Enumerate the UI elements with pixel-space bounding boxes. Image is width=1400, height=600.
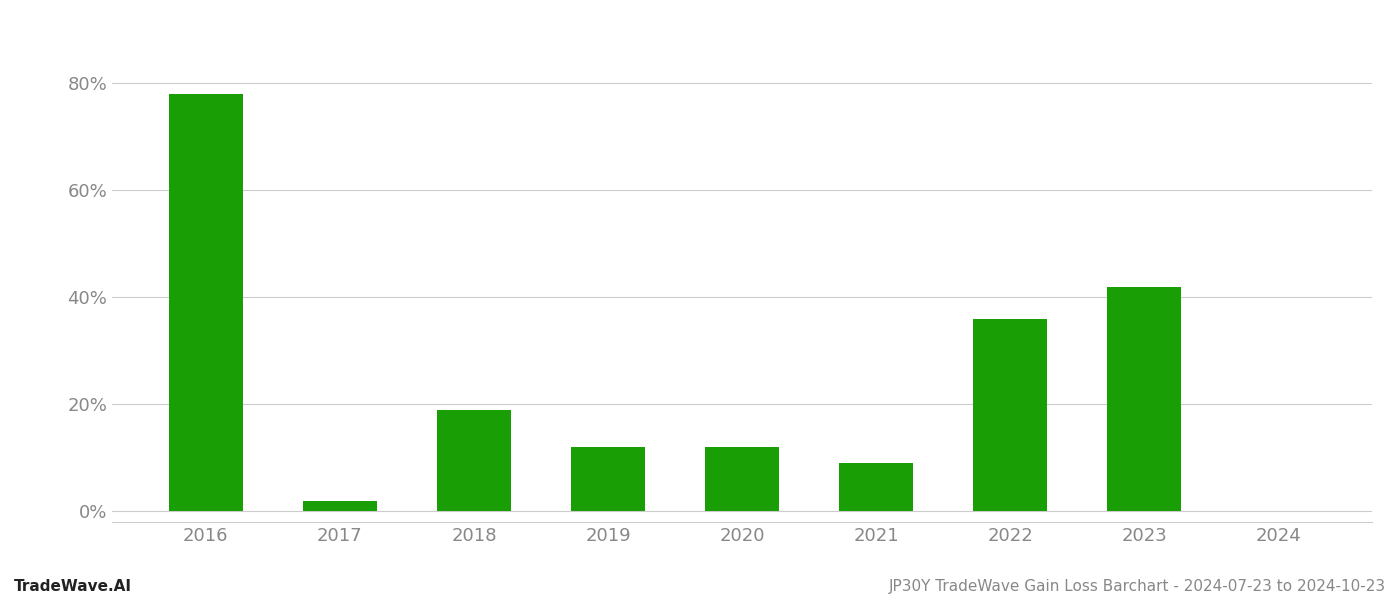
Bar [571,447,645,511]
Bar [839,463,913,511]
Text: TradeWave.AI: TradeWave.AI [14,579,132,594]
Text: JP30Y TradeWave Gain Loss Barchart - 2024-07-23 to 2024-10-23: JP30Y TradeWave Gain Loss Barchart - 202… [889,579,1386,594]
Bar [302,500,377,511]
Bar [169,94,242,511]
Bar [706,447,778,511]
Bar [1107,287,1182,511]
Bar [437,410,511,511]
Bar [973,319,1047,511]
